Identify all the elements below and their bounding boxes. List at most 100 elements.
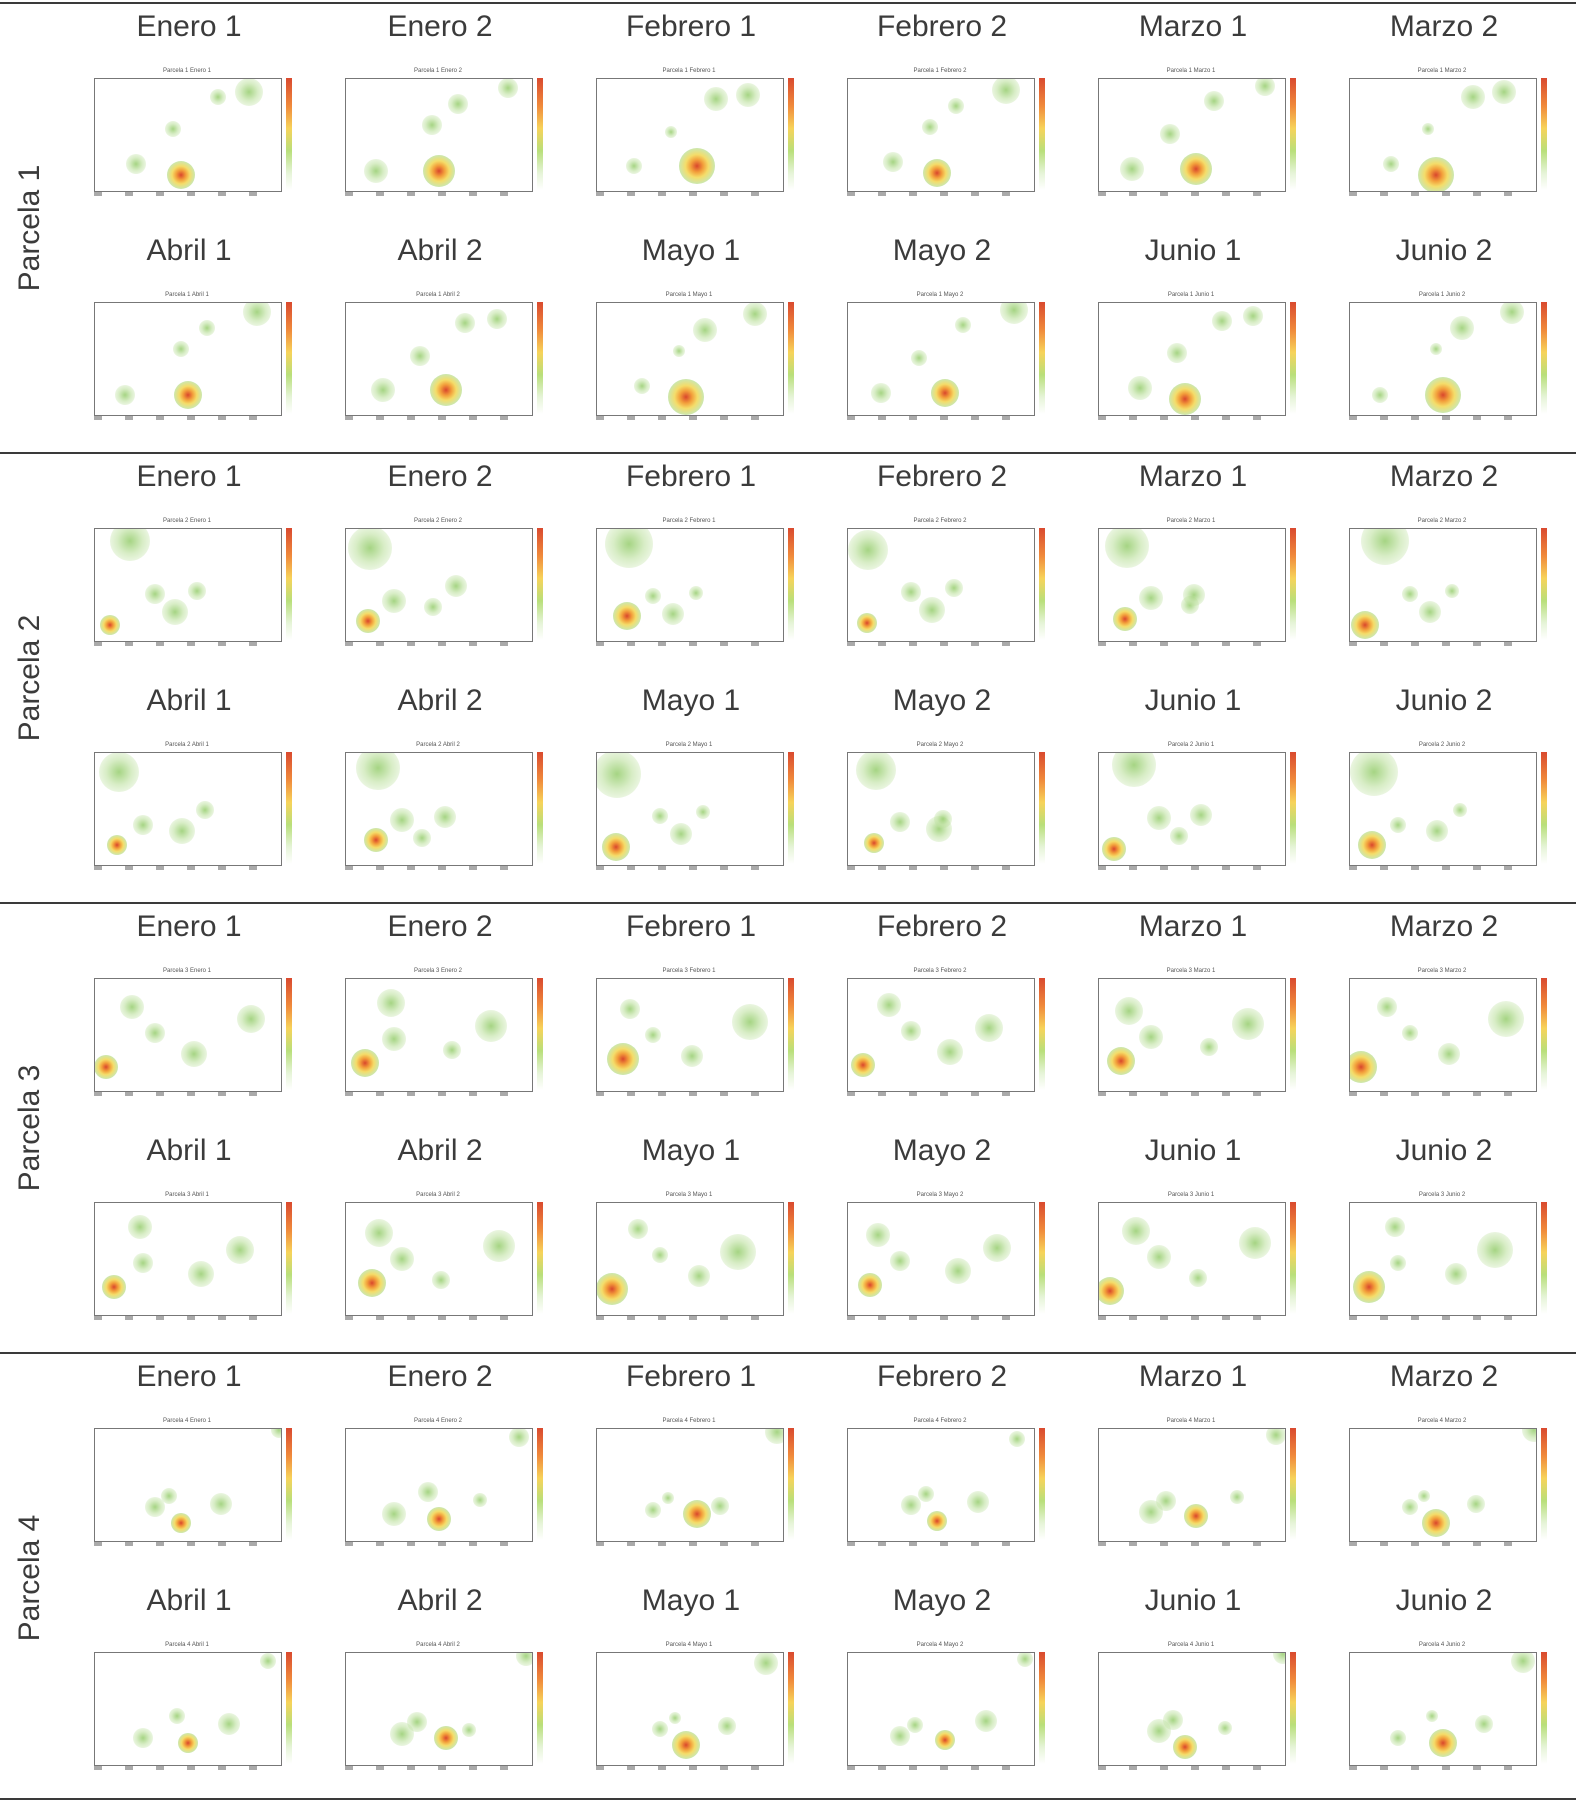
heatmap-title: Parcela 3 Mayo 2 <box>916 1192 964 1198</box>
heat-spot <box>350 1049 379 1077</box>
month-label: Mayo 2 <box>892 1584 992 1617</box>
heat-spot <box>612 602 641 631</box>
heat-spot <box>144 1497 165 1518</box>
color-scale-legend <box>1039 1652 1045 1764</box>
heatmap-title: Parcela 4 Junio 1 <box>1167 1642 1215 1648</box>
month-label: Mayo 2 <box>892 234 992 267</box>
heat-spot <box>1016 1653 1033 1667</box>
color-scale-legend <box>1039 528 1045 640</box>
heat-spot <box>363 158 388 183</box>
heat-spot <box>497 79 518 98</box>
heatmap-image: Parcela 3 Junio 2 <box>1349 1192 1547 1324</box>
heat-spot <box>1417 157 1454 191</box>
heat-spot <box>226 1236 255 1265</box>
heatmap-image: Parcela 3 Mayo 1 <box>596 1192 794 1324</box>
heat-spot <box>133 1253 154 1274</box>
color-scale-legend <box>1290 978 1296 1090</box>
heatmap-plot-area <box>345 1202 533 1316</box>
month-label: Febrero 1 <box>625 1360 757 1393</box>
heat-spot <box>1477 1232 1514 1269</box>
heat-spot <box>1183 1504 1208 1529</box>
heatmap-image: Parcela 2 Febrero 2 <box>847 518 1045 650</box>
month-label: Enero 1 <box>136 1360 242 1393</box>
heatmap-image: Parcela 2 Marzo 1 <box>1098 518 1296 650</box>
x-axis-ticks <box>847 642 1033 646</box>
heat-spot <box>382 1027 407 1052</box>
heatmap-title: Parcela 4 Enero 2 <box>413 1418 463 1424</box>
heatmap-image: Parcela 4 Enero 1 <box>94 1418 292 1550</box>
color-scale-legend <box>788 78 794 190</box>
heat-spot <box>1112 753 1157 788</box>
heatmap-image: Parcela 1 Febrero 1 <box>596 68 794 200</box>
month-label: Abril 2 <box>397 1134 483 1167</box>
heat-spot <box>1401 1499 1418 1516</box>
heat-spot <box>1107 1046 1136 1075</box>
heatmap-cell: Marzo 2 Parcela 4 Marzo 2 <box>1319 1354 1569 1574</box>
x-axis-ticks <box>596 1092 782 1096</box>
heat-spot <box>1425 1709 1438 1722</box>
heat-spot <box>662 603 685 626</box>
heatmap-plot-area <box>1098 978 1286 1092</box>
heatmap-cell: Junio 2 Parcela 2 Junio 2 <box>1319 678 1569 898</box>
heatmap-title: Parcela 1 Enero 1 <box>162 68 212 74</box>
heat-spot <box>644 588 661 605</box>
heat-spot <box>1099 1277 1125 1306</box>
heatmap-title: Parcela 4 Abril 1 <box>165 1642 209 1648</box>
heat-spot <box>1163 1710 1184 1731</box>
heat-spot <box>1172 1735 1197 1760</box>
heat-spot <box>423 154 455 187</box>
heatmap-image: Parcela 1 Febrero 2 <box>847 68 1045 200</box>
x-axis-ticks <box>345 1316 531 1320</box>
heat-spot <box>188 1260 215 1287</box>
heatmap-image: Parcela 4 Abril 2 <box>345 1642 543 1774</box>
heat-spot <box>389 1247 414 1271</box>
heat-spot <box>679 148 716 185</box>
x-axis-ticks <box>596 192 782 196</box>
heatmap-image: Parcela 3 Abril 2 <box>345 1192 543 1324</box>
heatmap-plot-area <box>847 1428 1035 1542</box>
heat-spot <box>1350 1051 1378 1084</box>
heatmap-cell: Abril 2 Parcela 4 Abril 2 <box>315 1578 565 1798</box>
heat-spot <box>918 1485 935 1502</box>
heat-spot <box>1449 315 1474 340</box>
x-axis-ticks <box>596 642 782 646</box>
heatmap-cell: Abril 1 Parcela 2 Abril 1 <box>64 678 314 898</box>
month-label: Marzo 1 <box>1138 460 1248 493</box>
month-label: Febrero 1 <box>625 10 757 43</box>
x-axis-ticks <box>847 1316 1033 1320</box>
heat-spot <box>652 1721 669 1738</box>
heat-spot <box>669 1711 682 1724</box>
heat-spot <box>1488 1001 1525 1038</box>
heatmap-image: Parcela 3 Abril 1 <box>94 1192 292 1324</box>
heat-spot <box>1358 830 1387 859</box>
heat-spot <box>144 1022 165 1043</box>
x-axis-ticks <box>1098 1316 1284 1320</box>
heat-spot <box>242 303 271 326</box>
heat-spot <box>120 995 145 1019</box>
heat-spot <box>169 818 196 845</box>
month-label: Enero 2 <box>387 910 493 943</box>
color-scale-legend <box>788 1202 794 1314</box>
heatmap-image: Parcela 1 Marzo 1 <box>1098 68 1296 200</box>
heat-spot <box>1188 1269 1207 1288</box>
heat-spot <box>1377 997 1398 1017</box>
heat-spot <box>1199 1038 1218 1057</box>
month-label: Marzo 1 <box>1138 10 1248 43</box>
heatmap-plot-area <box>1098 1428 1286 1542</box>
heat-spot <box>455 313 476 334</box>
month-label: Febrero 2 <box>876 1360 1008 1393</box>
month-label: Junio 1 <box>1144 1584 1242 1617</box>
heat-spot <box>101 1275 126 1299</box>
heat-spot <box>1429 1728 1457 1757</box>
heat-spot <box>161 598 188 625</box>
color-scale-legend <box>1290 1652 1296 1764</box>
x-axis-ticks <box>94 866 280 870</box>
heatmap-title: Parcela 1 Febrero 1 <box>662 68 716 74</box>
heat-spot <box>933 810 952 829</box>
parcela-block: Parcela 3 Enero 1 Parcela 3 Enero 1 Enero 2… <box>0 904 1576 1352</box>
heat-spot <box>1460 84 1485 109</box>
color-scale-legend <box>1039 302 1045 414</box>
heat-spot <box>1371 386 1388 403</box>
heatmap-image: Parcela 3 Enero 1 <box>94 968 292 1100</box>
heatmap-plot-area <box>1349 752 1537 866</box>
